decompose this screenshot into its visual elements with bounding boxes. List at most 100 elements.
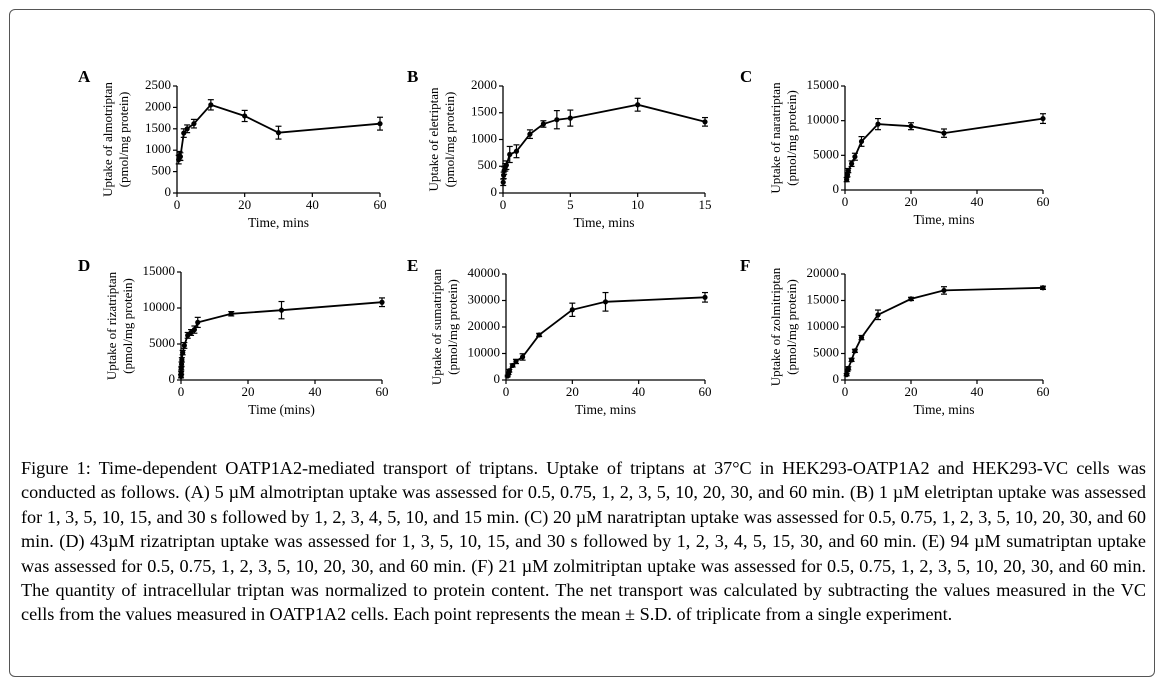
data-point <box>845 365 851 371</box>
y-tick-label: 0 <box>491 184 498 199</box>
data-point <box>844 177 850 183</box>
y-tick-label: 500 <box>478 157 498 172</box>
data-point <box>908 123 914 129</box>
x-tick-label: 20 <box>238 197 251 212</box>
panel-b: B 0 500 1000 1500 2000 0 5 10 15 Time, mins Uptake … <box>407 67 712 230</box>
data-point <box>875 312 881 318</box>
caption-text: . Uptake of triptans at 37°C in HEK293-O… <box>21 458 1146 625</box>
x-tick-label: 10 <box>631 197 644 212</box>
data-point <box>242 113 248 119</box>
data-point <box>536 332 542 338</box>
y-tick-label: 10000 <box>468 344 501 359</box>
x-tick-label: 0 <box>842 194 849 209</box>
x-tick-label: 0 <box>174 197 181 212</box>
x-tick-label: 60 <box>376 384 389 399</box>
y-axis-label: Uptake of eletriptan <box>426 87 441 191</box>
panel-letter: B <box>407 67 418 86</box>
data-point <box>513 148 520 154</box>
panel-letter: C <box>740 67 752 86</box>
data-point <box>377 121 383 127</box>
y-axis-unit: (pmol/mg protein) <box>116 92 131 188</box>
x-tick-label: 20 <box>242 384 255 399</box>
x-tick-label: 60 <box>374 197 387 212</box>
figure-caption: Figure 1: Time-dependent OATP1A2-mediate… <box>21 456 1146 627</box>
x-tick-label: 15 <box>699 197 712 212</box>
y-axis-unit: (pmol/mg protein) <box>445 279 460 375</box>
panel-letter: F <box>740 256 750 275</box>
y-axis-label: Uptake of almotriptan <box>100 82 115 197</box>
data-point <box>941 130 947 136</box>
data-point <box>569 307 575 313</box>
x-tick-label: 40 <box>971 194 984 209</box>
y-tick-label: 1000 <box>471 130 497 145</box>
x-tick-label: 20 <box>566 384 579 399</box>
data-point <box>540 121 547 127</box>
data-point <box>567 115 573 121</box>
data-point <box>1040 285 1046 291</box>
figure-frame <box>9 9 1155 677</box>
series-line <box>845 117 1044 180</box>
series-line <box>502 103 706 183</box>
data-point <box>178 365 184 372</box>
x-axis-label: Time (mins) <box>248 402 315 417</box>
y-tick-label: 1500 <box>471 104 497 119</box>
data-point <box>178 370 184 376</box>
panel-e: E 0 10000 20000 30000 40000 0 20 40 60 Time, mins U… <box>407 256 712 417</box>
data-point <box>228 311 234 317</box>
x-tick-label: 0 <box>842 384 849 399</box>
y-tick-label: 20000 <box>807 265 840 280</box>
y-axis-unit: (pmol/mg protein) <box>784 90 799 186</box>
y-tick-label: 2000 <box>145 98 171 113</box>
x-tick-label: 40 <box>309 384 322 399</box>
x-tick-label: 60 <box>699 384 712 399</box>
data-point <box>177 154 183 160</box>
data-point <box>275 130 282 136</box>
y-axis-label: Uptake of rizatriptan <box>104 271 119 380</box>
panel-letter: D <box>78 256 90 275</box>
y-tick-label: 10000 <box>807 112 840 127</box>
y-tick-label: 20000 <box>468 318 501 333</box>
x-axis-label: Time, mins <box>913 402 974 417</box>
y-tick-label: 15000 <box>807 77 840 92</box>
data-point <box>875 121 881 127</box>
data-point <box>844 172 851 178</box>
y-tick-label: 15000 <box>143 263 176 278</box>
x-axis-label: Time, mins <box>913 212 974 227</box>
data-point <box>184 126 190 132</box>
data-point <box>844 372 850 378</box>
data-point <box>527 131 533 137</box>
x-axis-label: Time, mins <box>573 215 634 230</box>
data-point <box>179 357 185 363</box>
y-axis-label: Uptake of zolmitriptan <box>768 267 783 386</box>
series-line <box>845 286 1044 375</box>
x-tick-label: 40 <box>306 197 319 212</box>
y-tick-label: 1500 <box>145 120 171 135</box>
y-tick-label: 0 <box>169 371 176 386</box>
y-tick-label: 0 <box>165 184 172 199</box>
x-tick-label: 0 <box>178 384 185 399</box>
y-tick-label: 30000 <box>468 291 501 306</box>
data-point <box>278 307 285 313</box>
y-tick-label: 1000 <box>145 141 171 156</box>
panel-c: C 0 5000 10000 15000 0 20 40 60 Time, mins Uptake … <box>740 67 1050 227</box>
data-point <box>852 154 858 160</box>
data-point <box>602 299 609 305</box>
y-axis-unit: (pmol/mg protein) <box>784 279 799 375</box>
data-point <box>506 368 512 374</box>
panel-letter: A <box>78 67 91 86</box>
y-tick-label: 2000 <box>471 77 497 92</box>
data-point <box>507 151 513 158</box>
data-point <box>849 161 855 167</box>
x-tick-label: 40 <box>971 384 984 399</box>
x-axis-label: Time, mins <box>248 215 309 230</box>
x-axis-label: Time, mins <box>575 402 636 417</box>
data-point <box>858 138 865 145</box>
data-point <box>500 179 506 185</box>
data-point <box>635 102 641 108</box>
data-point <box>845 167 851 174</box>
y-tick-label: 40000 <box>468 265 501 280</box>
data-point <box>908 296 914 302</box>
panel-a: A 0 500 1000 1500 2000 2500 0 20 40 60 Time, mins Up… <box>78 67 387 230</box>
x-tick-label: 5 <box>567 197 574 212</box>
